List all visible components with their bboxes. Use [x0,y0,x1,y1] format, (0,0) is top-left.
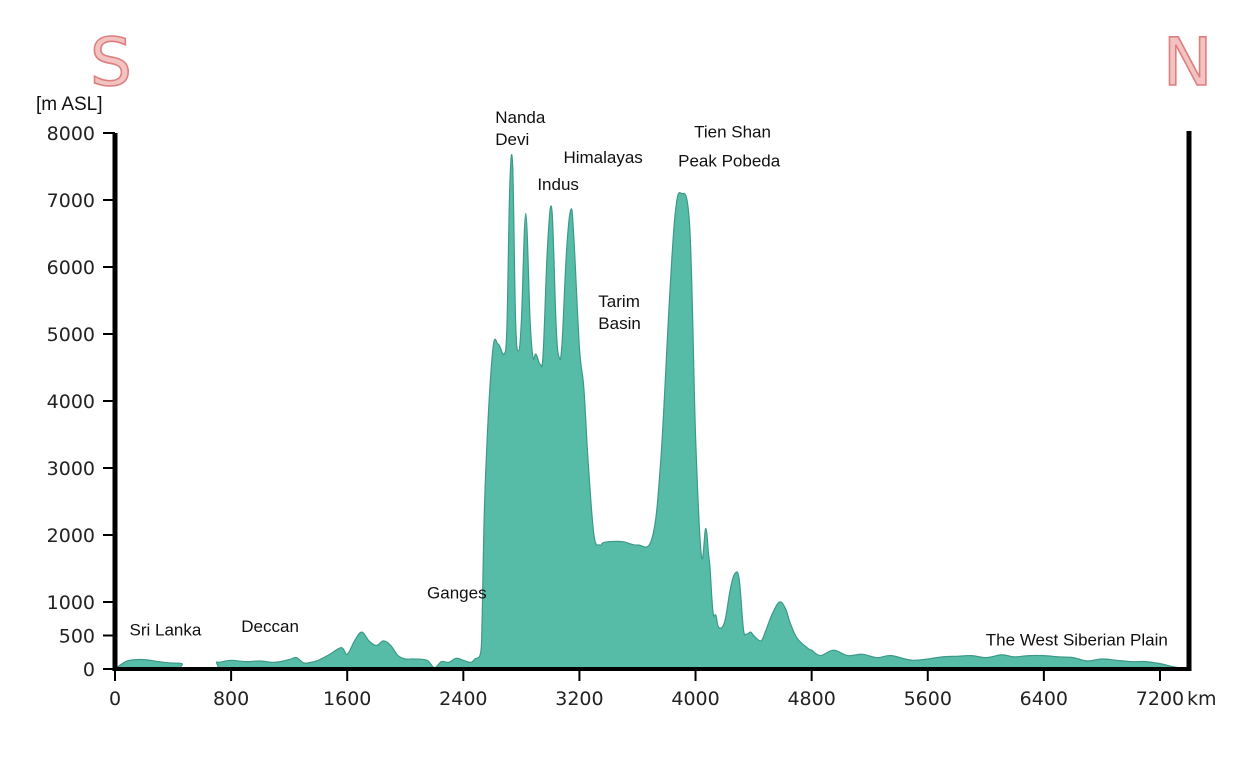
annotation-label: Sri Lanka [130,621,202,640]
annotation-label: The West Siberian Plain [986,631,1168,650]
x-tick-label: 5600 [904,688,952,710]
y-tick-label: 6000 [47,257,95,279]
x-tick-label: 1600 [323,688,371,710]
annotation-label: Peak Pobeda [678,152,781,171]
y-tick-label: 8000 [47,123,95,145]
x-tick-label: 0 [109,688,121,710]
x-tick-label: 3200 [555,688,603,710]
y-tick-label: 1000 [47,592,95,614]
x-axis-unit: km [1187,688,1217,710]
x-tick-label: 6400 [1020,688,1068,710]
y-tick-label: 7000 [47,190,95,212]
annotation-label: Himalayas [563,148,642,167]
y-axis-ticks: 0 500 1000 2000 3000 4000 5000 6000 7000 8000 [47,123,115,681]
y-tick-label: 0 [83,659,95,681]
annotations: Sri Lanka Deccan Ganges Nanda Devi Indus Himal… [130,108,1168,650]
annotation-label: Nanda Devi [495,108,546,149]
y-axis-unit-label: [m ASL] [36,94,103,115]
annotation-label: Ganges [427,584,487,603]
annotation-label: Deccan [241,617,299,636]
x-tick-label: 2400 [439,688,487,710]
y-tick-label: 4000 [47,391,95,413]
annotation-label: Indus [537,175,579,194]
x-tick-label: 800 [213,688,249,710]
x-tick-label: 4000 [671,688,719,710]
x-axis-ticks: 0 800 1600 2400 3200 4000 4800 5600 6400 7200 km [109,669,1217,710]
x-tick-label: 4800 [787,688,835,710]
terrain-area [113,153,1190,670]
south-direction-label: S [89,24,133,101]
annotation-label: Tarim Basin [598,292,641,333]
annotation-label: Tien Shan [694,123,771,142]
y-tick-label: 2000 [47,525,95,547]
x-tick-label: 7200 [1136,688,1184,710]
y-tick-label: 500 [59,626,95,648]
y-tick-label: 3000 [47,458,95,480]
y-tick-label: 5000 [47,324,95,346]
north-direction-label: N [1162,24,1213,101]
